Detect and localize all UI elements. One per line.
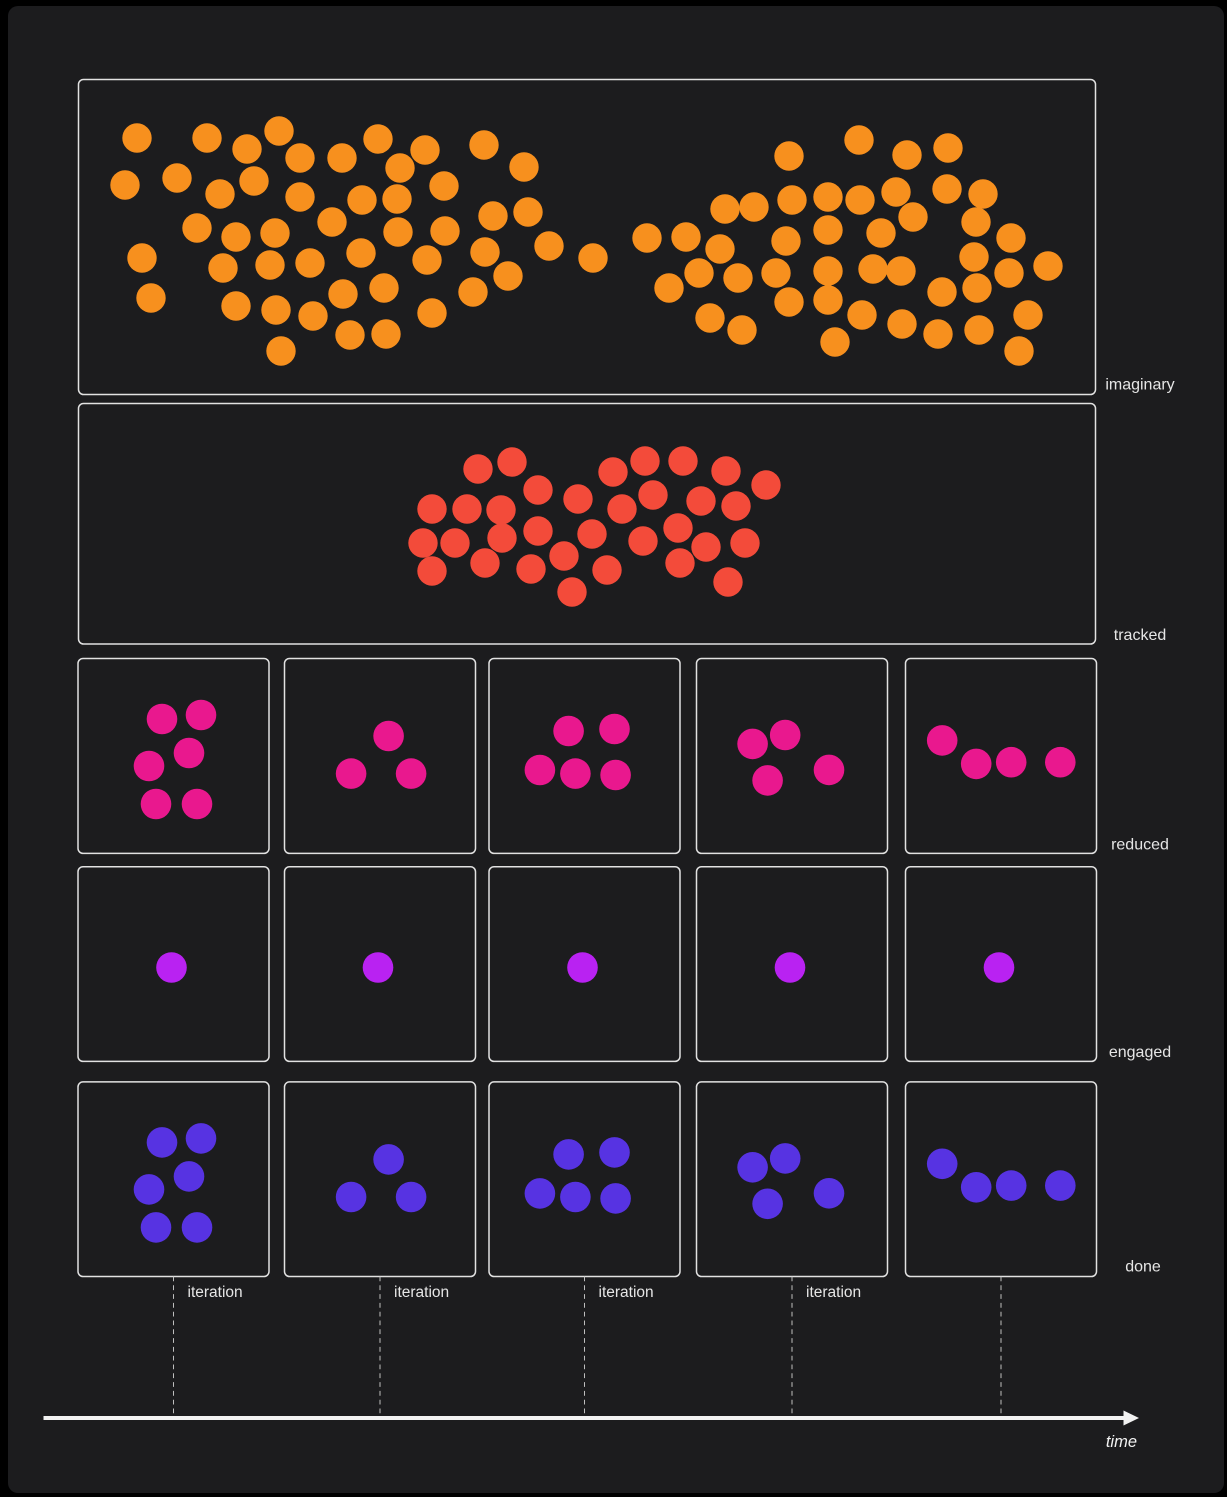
- svg-text:reduced: reduced: [1111, 837, 1169, 854]
- svg-text:engaged: engaged: [1109, 1044, 1171, 1061]
- svg-text:iteration: iteration: [806, 1284, 861, 1301]
- svg-text:iteration: iteration: [188, 1284, 243, 1301]
- svg-text:tracked: tracked: [1114, 627, 1166, 644]
- svg-text:time: time: [1106, 1433, 1137, 1451]
- svg-text:iteration: iteration: [599, 1284, 654, 1301]
- svg-text:iteration: iteration: [394, 1284, 449, 1301]
- svg-text:done: done: [1125, 1259, 1161, 1276]
- svg-text:imaginary: imaginary: [1105, 377, 1174, 394]
